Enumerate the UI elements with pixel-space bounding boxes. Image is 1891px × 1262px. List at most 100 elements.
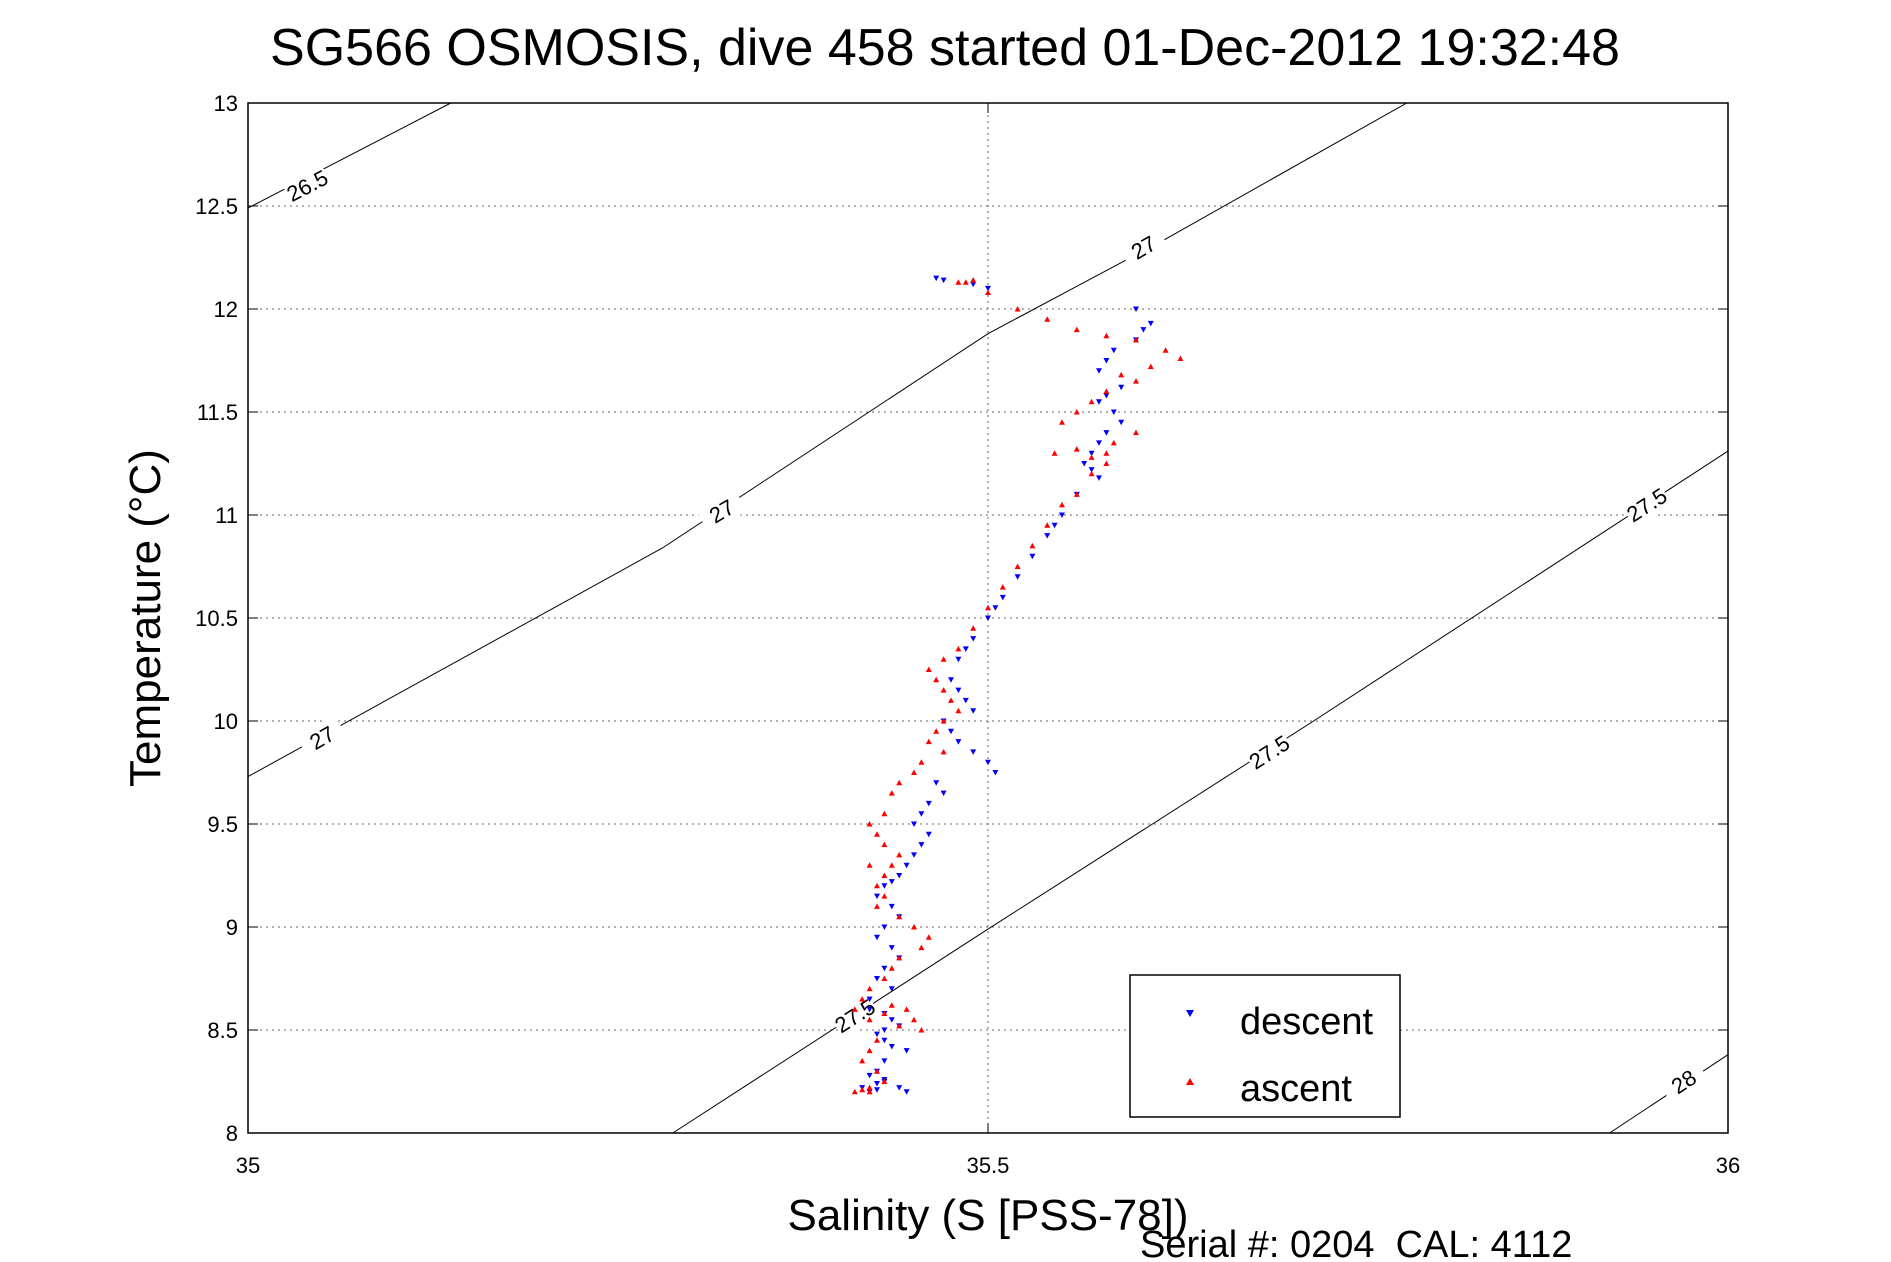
isopycnal-label: 27.5 xyxy=(1622,483,1672,527)
ascent-point xyxy=(874,882,880,889)
chart-title: SG566 OSMOSIS, dive 458 started 01-Dec-2… xyxy=(270,19,1620,77)
legend-ascent-marker xyxy=(1186,1078,1194,1085)
ascent-point xyxy=(918,759,925,765)
x-tick-label: 35 xyxy=(236,1153,260,1178)
descent-point xyxy=(888,986,895,992)
isopycnal-label: 26.5 xyxy=(283,165,333,207)
descent-point xyxy=(874,934,880,941)
descent-point xyxy=(940,790,947,797)
descent-point xyxy=(925,831,932,838)
grid xyxy=(248,103,1728,1133)
descent-point xyxy=(888,1043,895,1050)
ascent-point xyxy=(940,748,947,755)
ascent-point xyxy=(925,666,932,672)
ascent-point xyxy=(881,893,888,899)
ascent-point xyxy=(1147,363,1154,370)
descent-point xyxy=(970,636,977,642)
ascent-point xyxy=(866,821,873,827)
descent-point xyxy=(866,1072,873,1079)
ascent-point xyxy=(1133,429,1139,436)
descent-point xyxy=(881,1058,888,1064)
descent-point xyxy=(918,842,925,848)
ascent-point xyxy=(1014,563,1021,569)
ascent-point xyxy=(925,934,932,940)
ascent-point xyxy=(1029,542,1036,549)
descent-point xyxy=(1081,461,1088,467)
ascent-point xyxy=(851,1006,858,1012)
descent-point xyxy=(933,780,940,786)
ascent-point xyxy=(874,831,880,837)
y-tick-label: 10 xyxy=(214,709,238,734)
descent-point xyxy=(903,1048,910,1054)
descent-point xyxy=(1044,533,1051,539)
ascent-point xyxy=(1118,371,1125,378)
descent-point xyxy=(911,821,917,827)
ascent-point xyxy=(925,738,932,745)
y-tick-label: 10.5 xyxy=(195,606,238,631)
ascent-point xyxy=(970,625,977,631)
ascent-point xyxy=(859,1086,866,1093)
descent-point xyxy=(933,275,940,282)
ascent-point xyxy=(866,862,873,868)
descent-point xyxy=(911,852,917,858)
ascent-point xyxy=(1133,336,1139,343)
descent-point xyxy=(866,1006,873,1013)
y-tick-label: 13 xyxy=(214,91,238,116)
ascent-point xyxy=(911,924,917,930)
ascent-point xyxy=(1073,409,1080,415)
x-tick-label: 35.5 xyxy=(967,1153,1010,1178)
descent-point xyxy=(985,759,991,766)
descent-point xyxy=(955,739,962,745)
descent-point xyxy=(1147,320,1154,327)
descent-point xyxy=(1051,522,1058,529)
ascent-point xyxy=(955,645,962,652)
ascent-point xyxy=(881,1078,888,1084)
ascent-point xyxy=(859,996,866,1002)
ascent-point xyxy=(888,965,895,971)
isopycnal-label-bg xyxy=(1621,481,1673,528)
ascent-point xyxy=(940,687,947,693)
descent-point xyxy=(1103,358,1110,364)
descent-point xyxy=(1096,475,1102,481)
descent-point xyxy=(925,800,932,807)
ascent-point xyxy=(896,1022,903,1029)
descent-point xyxy=(955,656,962,663)
descent-point xyxy=(970,708,977,714)
descent-point xyxy=(1096,368,1102,374)
y-axis-label: Temperature (°C) xyxy=(121,449,170,787)
descent-point xyxy=(903,862,910,869)
descent-point xyxy=(999,594,1006,601)
descent-point xyxy=(1096,399,1102,405)
ascent-point xyxy=(1088,454,1095,460)
ascent-point xyxy=(881,1010,888,1017)
descent-point xyxy=(1110,409,1117,415)
ascent-point xyxy=(1103,450,1110,456)
descent-point xyxy=(1088,450,1095,457)
ascent-point xyxy=(1088,398,1095,405)
ascent-point xyxy=(1073,446,1080,452)
descent-point xyxy=(948,728,954,735)
descent-point xyxy=(955,687,962,694)
descent-point xyxy=(881,965,888,972)
descent-point xyxy=(1029,553,1036,560)
ascent-point xyxy=(1051,450,1058,456)
isopycnal-line xyxy=(247,102,1408,778)
descent-point xyxy=(874,893,880,900)
descent-point xyxy=(888,1017,895,1023)
descent-point xyxy=(992,770,999,776)
ascent-point xyxy=(955,707,962,714)
ascent-point xyxy=(888,862,895,868)
descent-point xyxy=(874,1087,880,1093)
ascent-point xyxy=(911,769,917,775)
ascent-point xyxy=(1110,439,1117,446)
descent-point xyxy=(888,879,895,885)
legend: descent ascent xyxy=(1129,974,1401,1118)
ascent-point xyxy=(1044,316,1051,322)
ascent-point xyxy=(896,779,903,786)
ascent-point xyxy=(881,872,888,878)
ascent-point xyxy=(1059,419,1065,425)
descent-point xyxy=(874,1081,880,1087)
descent-point xyxy=(881,1027,888,1033)
ascent-point xyxy=(1103,332,1110,339)
